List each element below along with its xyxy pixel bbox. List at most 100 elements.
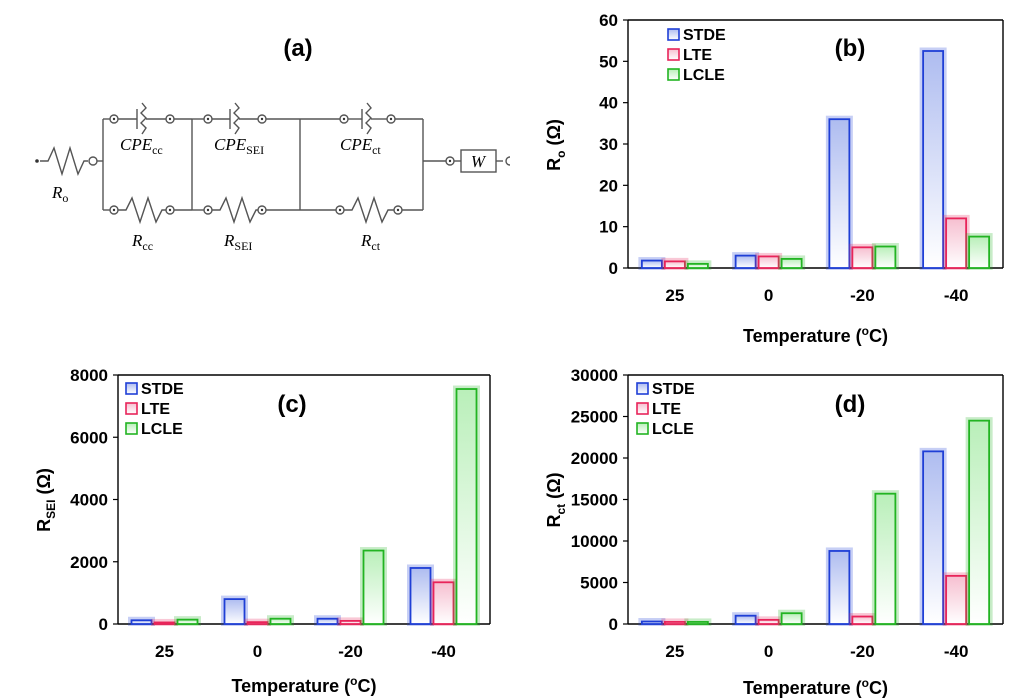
label-rct: Rct (360, 231, 381, 253)
bar-stde (828, 118, 851, 269)
x-tick-label: 25 (155, 642, 174, 661)
x-tick-label: -20 (338, 642, 363, 661)
legend-swatch-lcle (636, 422, 649, 435)
legend-label-lte: LTE (652, 401, 681, 418)
panel-label-a: (a) (283, 35, 312, 62)
y-tick-label: 15000 (571, 491, 618, 510)
bar-lte (945, 574, 968, 625)
bar-lcle (874, 492, 897, 625)
legend-label-lte: LTE (683, 47, 712, 64)
x-tick-label: -40 (944, 286, 969, 305)
y-tick-label: 0 (99, 615, 108, 634)
bar-lte (432, 581, 455, 625)
y-tick-label: 2000 (70, 553, 108, 572)
bar-stde (640, 620, 663, 625)
x-tick-label: -20 (850, 642, 875, 661)
resistor-rsei (212, 195, 258, 225)
bar-stde (922, 450, 945, 625)
bar-lte (153, 621, 176, 625)
bar-lcle (874, 245, 897, 269)
x-tick-label: 0 (764, 286, 773, 305)
bar-lcle (362, 549, 385, 625)
x-tick-label: -20 (850, 286, 875, 305)
y-tick-label: 40 (599, 94, 618, 113)
chart-panel-c: 0 2000 4000 6000 8000 25 0 -20 -40 (c) STDE LTE LCLE… (34, 366, 491, 696)
bar-lte (663, 260, 686, 269)
legend-swatch-lte (636, 402, 649, 415)
y-tick-label: 8000 (70, 366, 108, 385)
panel-label-b: (b) (835, 35, 866, 62)
legend-swatch-stde (636, 382, 649, 395)
x-tick-label: 25 (665, 642, 684, 661)
x-tick-label: -40 (944, 642, 969, 661)
resistor-ro (40, 145, 88, 177)
bar-lcle (269, 617, 292, 625)
bar-lte (851, 246, 874, 269)
bar-lte (663, 621, 686, 625)
chart-panel-d: 0 5000 10000 15000 20000 25000 30000 25 0 -20 -40 (… (544, 366, 1004, 698)
legend-swatch-lcle (667, 68, 680, 81)
bar-lcle (686, 621, 709, 625)
y-tick-label: 6000 (70, 428, 108, 447)
y-tick-label: 25000 (571, 408, 618, 427)
label-cpe-cc: CPEcc (120, 135, 163, 157)
resistor-rct (344, 195, 394, 225)
bar-lcle (968, 235, 991, 269)
y-tick-label: 10000 (571, 532, 618, 551)
y-tick-label: 0 (609, 259, 618, 278)
output-terminal (505, 156, 511, 166)
equivalent-circuit-diagram: (a) Ro CPEcc CPESEI (35, 35, 511, 253)
y-tick-label: 30 (599, 135, 618, 154)
bar-lte (757, 618, 780, 625)
bar-lcle (780, 612, 803, 625)
y-axis-title: RSEI (Ω) (34, 468, 58, 532)
bar-lte (945, 217, 968, 269)
x-tick-label: -40 (431, 642, 456, 661)
label-cpe-ct: CPEct (340, 135, 381, 157)
node-1 (88, 156, 98, 166)
resistor-rcc (118, 195, 166, 225)
bar-lcle (455, 388, 478, 625)
bar-lcle (686, 262, 709, 269)
legend: STDE LTE LCLE (667, 27, 726, 84)
bar-lte (757, 255, 780, 269)
y-tick-label: 0 (609, 615, 618, 634)
y-tick-label: 4000 (70, 491, 108, 510)
y-axis-title: Rct (Ω) (544, 472, 568, 527)
chart-panel-b: 0 10 20 30 40 50 60 25 0 -20 -40 (b) STDE LTE LCLE Ro (… (544, 11, 1004, 346)
panel-label-c: (c) (277, 391, 306, 418)
y-tick-label: 10 (599, 218, 618, 237)
bar-lte (246, 621, 269, 625)
input-terminal (35, 159, 39, 163)
legend-swatch-lcle (125, 422, 138, 435)
legend-label-lte: LTE (141, 401, 170, 418)
label-ro: Ro (51, 183, 68, 205)
x-tick-label: 0 (253, 642, 262, 661)
y-axis-title: Ro (Ω) (544, 119, 568, 171)
legend-label-stde: STDE (652, 381, 695, 398)
bar-lte (339, 619, 362, 625)
bar-stde (734, 614, 757, 625)
bar-lcle (780, 258, 803, 269)
legend-label-stde: STDE (683, 27, 726, 44)
bar-lte (851, 615, 874, 625)
legend: STDE LTE LCLE (125, 381, 184, 438)
label-rcc: Rcc (131, 231, 153, 253)
x-axis-title: Temperature (oC) (743, 676, 888, 698)
y-tick-label: 5000 (580, 574, 618, 593)
y-tick-label: 20 (599, 176, 618, 195)
label-rsei: RSEI (223, 231, 252, 253)
bar-stde (130, 619, 153, 625)
x-axis-title: Temperature (oC) (231, 674, 376, 696)
legend-label-lcle: LCLE (141, 421, 183, 438)
legend: STDE LTE LCLE (636, 381, 695, 438)
bar-stde (922, 50, 945, 269)
panel-label-d: (d) (835, 391, 866, 418)
label-w: W (471, 152, 487, 171)
x-axis-title: Temperature (oC) (743, 324, 888, 346)
legend-label-lcle: LCLE (652, 421, 694, 438)
x-tick-label: 25 (665, 286, 684, 305)
x-tick-label: 0 (764, 642, 773, 661)
bar-stde (828, 550, 851, 625)
